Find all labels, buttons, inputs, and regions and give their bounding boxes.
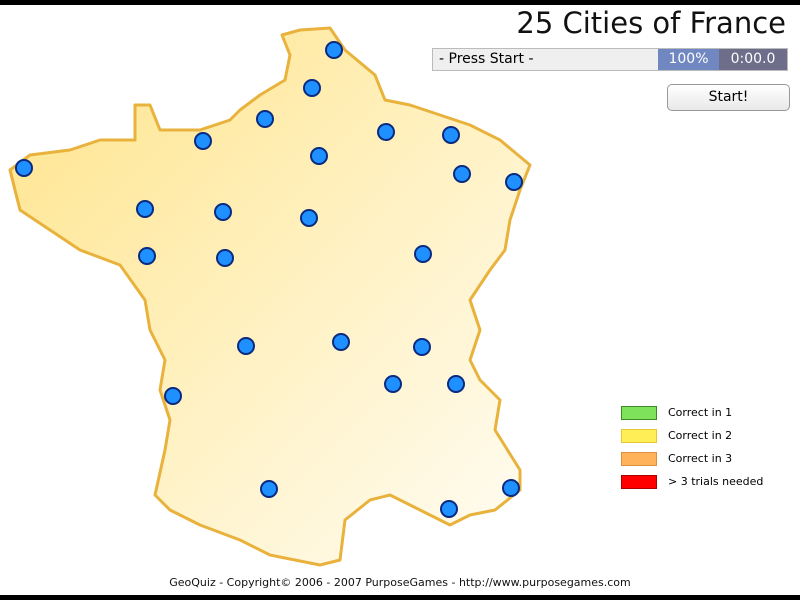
city-marker[interactable] [194, 132, 212, 150]
legend-label: > 3 trials needed [668, 475, 764, 488]
legend-swatch-orange [621, 451, 657, 466]
city-marker[interactable] [138, 247, 156, 265]
percent-display: 100% [658, 49, 719, 70]
status-bar: - Press Start - 100% 0:00.0 [432, 48, 788, 71]
city-marker[interactable] [442, 126, 460, 144]
bottom-border [0, 595, 800, 600]
city-marker[interactable] [216, 249, 234, 267]
legend-label: Correct in 2 [668, 429, 733, 442]
page-title: 25 Cities of France [516, 6, 786, 40]
city-marker[interactable] [413, 338, 431, 356]
city-marker[interactable] [414, 245, 432, 263]
city-marker[interactable] [237, 337, 255, 355]
legend-item: Correct in 3 [621, 447, 763, 470]
status-message: - Press Start - [439, 51, 534, 67]
legend-item: Correct in 1 [621, 401, 763, 424]
city-marker[interactable] [325, 41, 343, 59]
legend-label: Correct in 1 [668, 406, 733, 419]
city-marker[interactable] [310, 147, 328, 165]
city-marker[interactable] [260, 480, 278, 498]
city-marker[interactable] [300, 209, 318, 227]
city-marker[interactable] [505, 173, 523, 191]
city-marker[interactable] [214, 203, 232, 221]
city-marker[interactable] [303, 79, 321, 97]
city-marker[interactable] [377, 123, 395, 141]
city-marker[interactable] [164, 387, 182, 405]
city-marker[interactable] [332, 333, 350, 351]
legend-item: > 3 trials needed [621, 470, 763, 493]
city-marker[interactable] [440, 500, 458, 518]
legend: Correct in 1 Correct in 2 Correct in 3 >… [621, 401, 763, 493]
top-border [0, 0, 800, 5]
france-outline [8, 26, 532, 567]
city-marker[interactable] [453, 165, 471, 183]
timer-display: 0:00.0 [719, 49, 787, 70]
city-marker[interactable] [384, 375, 402, 393]
legend-label: Correct in 3 [668, 452, 733, 465]
city-marker[interactable] [15, 159, 33, 177]
legend-swatch-red [621, 474, 657, 489]
city-marker[interactable] [447, 375, 465, 393]
legend-swatch-green [621, 405, 657, 420]
footer-copyright: GeoQuiz - Copyright© 2006 - 2007 Purpose… [169, 576, 631, 589]
city-marker[interactable] [256, 110, 274, 128]
legend-swatch-yellow [621, 428, 657, 443]
city-marker[interactable] [502, 479, 520, 497]
city-marker[interactable] [136, 200, 154, 218]
legend-item: Correct in 2 [621, 424, 763, 447]
start-button[interactable]: Start! [667, 84, 790, 111]
